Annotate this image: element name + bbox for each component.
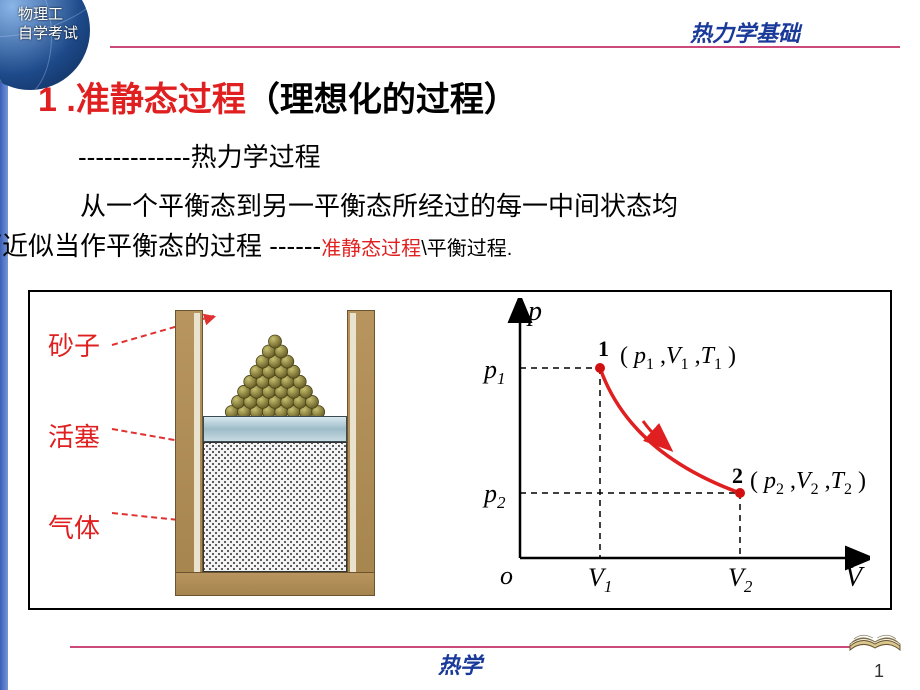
subhead: -------------热力学过程: [78, 137, 900, 174]
left-accent-strip: [0, 0, 8, 690]
piston-bar: [203, 416, 347, 442]
svg-text:V: V: [845, 562, 865, 593]
pv-chart: p V o p1 p2 V1 V2 1 ( p1 ,V1 ,T1 ) 2 ( p…: [450, 298, 870, 603]
para-line1: 从一个平衡态到另一平衡态所经过的每一中间状态均: [80, 191, 678, 221]
svg-text:( p1 ,V1 ,T1 ): ( p1 ,V1 ,T1 ): [620, 343, 736, 373]
title-black: （理想化的过程）: [246, 81, 518, 119]
top-divider: [110, 46, 900, 48]
page-number: 1: [874, 661, 884, 682]
section-title: 1 .准静态过程（理想化的过程）: [38, 72, 900, 121]
para-line2-pre: 可近似当作平衡态的过程 ------: [0, 231, 321, 261]
title-red: .准静态过程: [57, 81, 246, 119]
content-area: 1 .准静态过程（理想化的过程） -------------热力学过程 从一个平…: [28, 72, 900, 267]
svg-text:p: p: [526, 298, 542, 327]
piston-labels: 砂子 活塞 气体: [48, 326, 100, 599]
corner-line2: 自学考试: [18, 25, 78, 44]
book-icon: [848, 614, 902, 654]
svg-text:( p2 ,V2 ,T2 ): ( p2 ,V2 ,T2 ): [750, 468, 866, 498]
corner-text: 物理工 自学考试: [18, 6, 78, 44]
header-right-title: 热力学基础: [690, 16, 800, 48]
para-black-term: 平衡过程: [427, 238, 507, 260]
top-left-corner: 物理工 自学考试: [0, 0, 110, 80]
para-red-term: 准静态过程: [321, 238, 421, 260]
subhead-dashes: -------------: [78, 142, 191, 172]
wall-right: [347, 310, 375, 596]
svg-text:o: o: [500, 561, 513, 590]
label-gas: 气体: [48, 508, 100, 545]
svg-text:p2: p2: [482, 479, 506, 512]
wall-left: [175, 310, 203, 596]
subhead-text: 热力学过程: [191, 142, 321, 172]
label-sand: 砂子: [48, 326, 100, 363]
paragraph: 从一个平衡态到另一平衡态所经过的每一中间状态均 可近似当作平衡态的过程 ----…: [28, 186, 900, 267]
corner-line1: 物理工: [18, 6, 78, 25]
svg-text:V1: V1: [588, 563, 612, 596]
svg-text:V2: V2: [728, 563, 753, 596]
gas-region: [203, 442, 347, 572]
svg-text:p1: p1: [482, 355, 506, 388]
svg-text:1: 1: [598, 336, 609, 361]
wall-bottom: [175, 572, 375, 596]
para-dot: .: [507, 238, 513, 260]
footer-text: 热学: [0, 648, 920, 680]
sand-pile: [203, 316, 347, 416]
label-piston: 活塞: [48, 417, 100, 454]
cylinder: [175, 310, 375, 596]
diagram-box: 砂子 活塞 气体: [28, 290, 892, 610]
svg-text:2: 2: [732, 463, 743, 488]
